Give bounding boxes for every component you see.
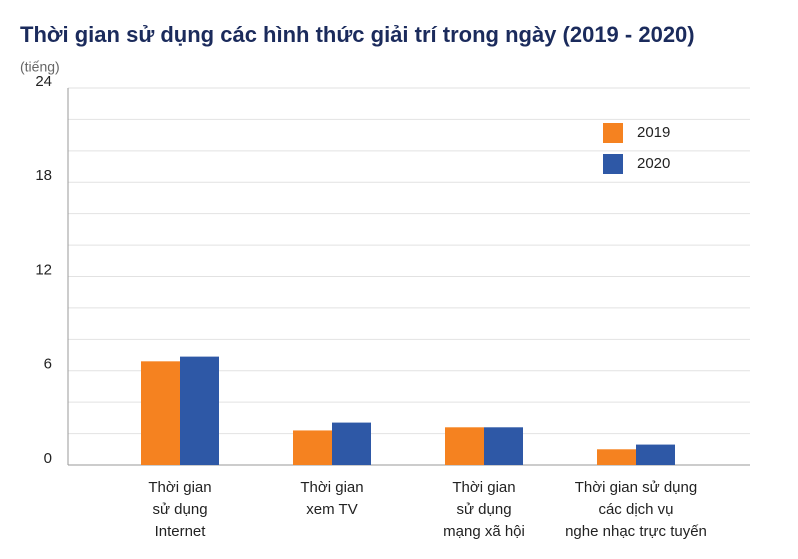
bar — [445, 427, 484, 465]
chart-title: Thời gian sử dụng các hình thức giải trí… — [20, 22, 695, 47]
x-tick-label: mạng xã hội — [443, 523, 525, 540]
bar — [293, 430, 332, 465]
bar — [332, 422, 371, 465]
y-tick-label: 0 — [44, 450, 52, 467]
y-axis-unit: (tiếng) — [20, 59, 60, 75]
bar — [484, 427, 523, 465]
legend-swatch — [603, 123, 623, 143]
x-tick-label: Internet — [155, 523, 207, 540]
x-tick-label: nghe nhạc trực tuyến — [565, 523, 707, 540]
legend-label: 2020 — [637, 155, 670, 172]
x-tick-label: sử dụng — [152, 501, 207, 518]
y-tick-label: 6 — [44, 356, 52, 373]
x-tick-label: xem TV — [306, 501, 357, 518]
x-tick-label: sử dụng — [456, 501, 511, 518]
x-tick-label: các dịch vụ — [598, 501, 673, 518]
bar — [141, 361, 180, 465]
x-tick-label: Thời gian sử dụng — [575, 479, 697, 496]
bar — [597, 449, 636, 465]
x-tick-label: Thời gian — [300, 479, 363, 496]
x-tick-label: Thời gian — [452, 479, 515, 496]
y-tick-label: 24 — [35, 73, 52, 90]
y-tick-label: 12 — [35, 261, 52, 278]
x-tick-label: Thời gian — [148, 479, 211, 496]
y-tick-label: 18 — [35, 167, 52, 184]
legend-swatch — [603, 154, 623, 174]
bar — [180, 356, 219, 465]
legend-label: 2019 — [637, 124, 670, 141]
bar — [636, 444, 675, 465]
